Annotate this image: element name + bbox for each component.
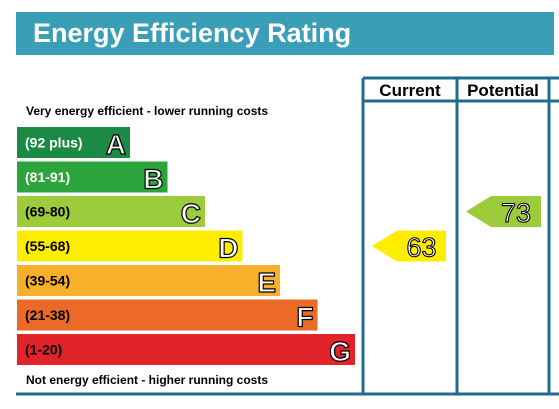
- potential-column-header: Potential: [467, 81, 539, 100]
- title-bar: Energy Efficiency Rating: [16, 12, 554, 55]
- band-bar-f: [17, 299, 318, 331]
- band-g: (1-20) G: [17, 334, 355, 368]
- band-bar-a: [17, 127, 130, 158]
- band-letter-f: F: [296, 302, 313, 333]
- potential-rating-shape: [466, 196, 541, 227]
- rating-bands: (92 plus) A(81-91) B(69-80) C(55-68) D(39-54…: [17, 127, 355, 368]
- band-letter-a: A: [106, 129, 126, 160]
- band-d: (55-68) D: [17, 230, 243, 264]
- band-f: (21-38) F: [17, 299, 318, 333]
- rating-arrows: 63 73: [372, 196, 541, 263]
- chart-title: Energy Efficiency Rating: [33, 18, 352, 48]
- band-letter-b: B: [143, 164, 163, 195]
- band-bar-b: [17, 161, 168, 193]
- potential-rating-arrow: 73: [466, 196, 541, 229]
- bottom-efficiency-label: Not energy efficient - higher running co…: [26, 373, 268, 387]
- band-bar-d: [17, 230, 243, 262]
- band-range-c: (69-80): [25, 204, 70, 220]
- band-bar-g: [17, 334, 355, 365]
- band-range-d: (55-68): [25, 238, 70, 254]
- band-range-a: (92 plus): [25, 135, 83, 151]
- band-a: (92 plus) A: [17, 127, 130, 161]
- band-letter-g: G: [329, 336, 351, 367]
- band-range-f: (21-38): [25, 307, 70, 323]
- band-letter-e: E: [257, 267, 276, 298]
- band-bar-e: [17, 265, 280, 296]
- band-c: (69-80) C: [17, 196, 205, 230]
- band-b: (81-91) B: [17, 161, 168, 195]
- band-range-b: (81-91): [25, 169, 70, 185]
- current-rating-shape: [372, 230, 446, 262]
- band-letter-d: D: [218, 233, 238, 264]
- band-range-e: (39-54): [25, 273, 70, 289]
- current-rating-arrow: 63: [372, 230, 446, 263]
- top-efficiency-label: Very energy efficient - lower running co…: [26, 104, 268, 118]
- band-bar-c: [17, 196, 205, 227]
- current-column-header: Current: [379, 81, 441, 100]
- potential-rating-value: 73: [501, 198, 531, 228]
- band-e: (39-54) E: [17, 265, 280, 299]
- band-letter-c: C: [181, 198, 201, 229]
- current-rating-value: 63: [406, 233, 436, 263]
- band-range-g: (1-20): [25, 342, 62, 358]
